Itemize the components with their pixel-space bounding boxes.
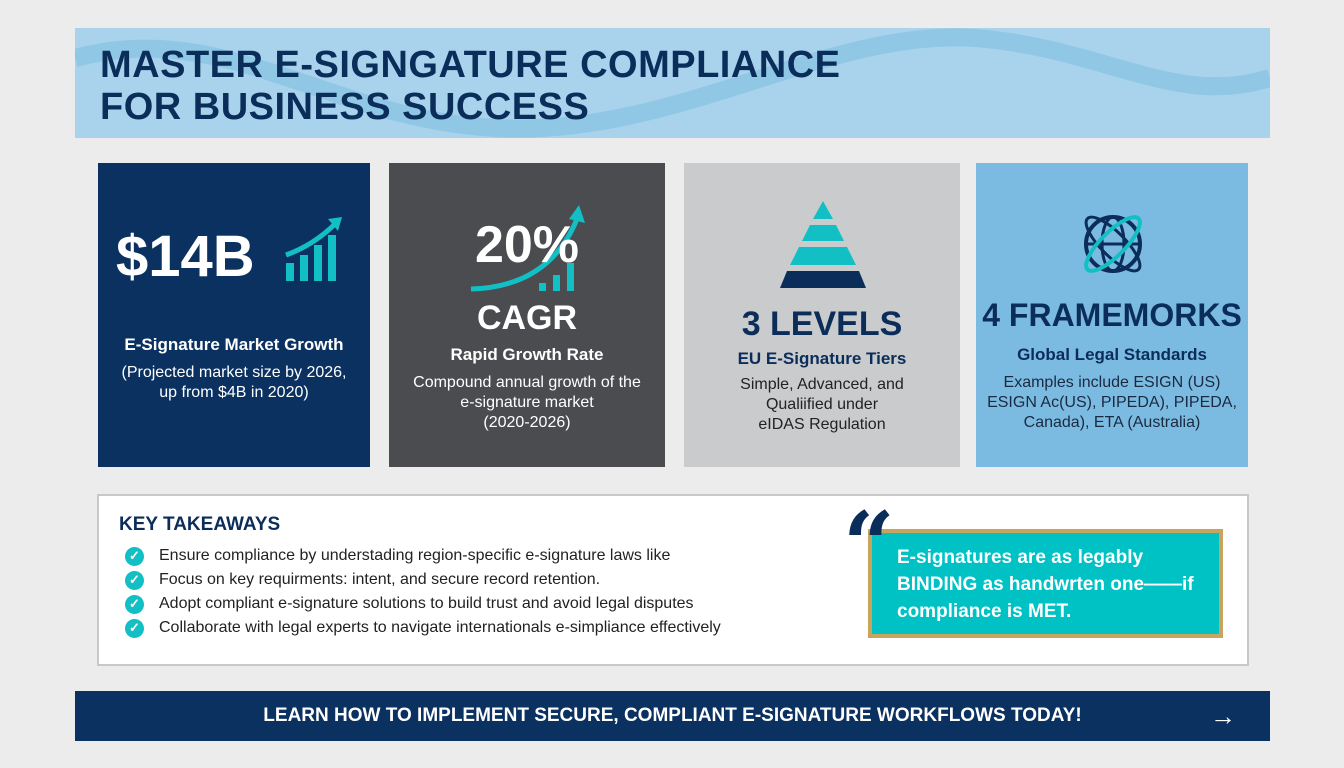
list-item: ✓ Ensure compliance by understading regio… [125, 544, 721, 568]
stat-description: Compound annual growth of the e-signature… [413, 374, 641, 431]
stat-value: 20% [474, 216, 580, 274]
stat-value: 3 LEVELS [741, 305, 903, 343]
cta-label: LEARN HOW TO IMPLEMENT SECURE, COMPLIANT… [263, 705, 1082, 726]
takeaways-title: KEY TAKEAWAYS [119, 514, 281, 535]
quote-mark-icon: “ [843, 492, 895, 598]
pyramid-icon [780, 201, 866, 288]
header-banner: MASTER E-SIGNGATURE COMPLIANCE FOR BUSINE… [75, 28, 1270, 138]
list-item: ✓ Focus on key requirments: intent, and s… [125, 568, 721, 592]
takeaway-text: Ensure compliance by understading region… [159, 547, 671, 564]
stat-value: 4 FRAMEMORKS [982, 297, 1242, 333]
check-icon: ✓ [125, 570, 144, 590]
stat-value: $14B [116, 224, 255, 289]
stat-card-cagr: 20% CAGR Rapid Growth Rate Compound annu… [389, 163, 665, 467]
list-item: ✓ Adopt compliant e-signature solutions t… [125, 592, 721, 616]
check-icon: ✓ [125, 546, 144, 566]
check-icon: ✓ [125, 618, 144, 638]
list-item: ✓ Collaborate with legal experts to navig… [125, 616, 721, 640]
stat-card-market: $14B E-Signature Market Growth (Projecte… [98, 163, 370, 467]
stat-unit: CAGR [476, 299, 578, 337]
check-icon: ✓ [125, 594, 144, 614]
takeaway-text: Focus on key requirments: intent, and se… [159, 571, 601, 588]
stat-subtitle: Global Legal Standards [1017, 345, 1207, 364]
takeaways-list: ✓ Ensure compliance by understading regio… [125, 544, 721, 640]
growth-arrow-icon [470, 205, 585, 292]
takeaway-text: Adopt compliant e-signature solutions to… [159, 595, 694, 612]
stat-card-levels: 3 LEVELS EU E-Signature Tiers Simple, Ad… [684, 163, 960, 467]
stat-subtitle: Rapid Growth Rate [450, 345, 604, 364]
stat-description: Simple, Advanced, and Qualiified under eID… [740, 376, 904, 433]
growth-chart-icon [285, 217, 342, 281]
stat-description: (Projected market size by 2026, up from $… [121, 364, 347, 401]
takeaway-text: Collaborate with legal experts to naviga… [159, 619, 721, 636]
stat-subtitle: EU E-Signature Tiers [737, 349, 907, 368]
globe-icon [1084, 215, 1142, 273]
stat-card-frameworks: 4 FRAMEMORKS Global Legal Standards Exam… [976, 163, 1248, 467]
stat-subtitle: E-Signature Market Growth [124, 335, 344, 354]
wave-decoration [75, 28, 1270, 138]
stat-description: Examples include ESIGN (US) ESIGN Ac(US),… [987, 374, 1237, 431]
arrow-right-icon: → [1210, 701, 1236, 731]
page-title: MASTER E-SIGNGATURE COMPLIANCE FOR BUSINE… [100, 44, 841, 128]
cta-button[interactable]: LEARN HOW TO IMPLEMENT SECURE, COMPLIANT… [75, 691, 1270, 741]
quote-box: E-signatures are as legably BINDING as ha… [868, 529, 1223, 638]
